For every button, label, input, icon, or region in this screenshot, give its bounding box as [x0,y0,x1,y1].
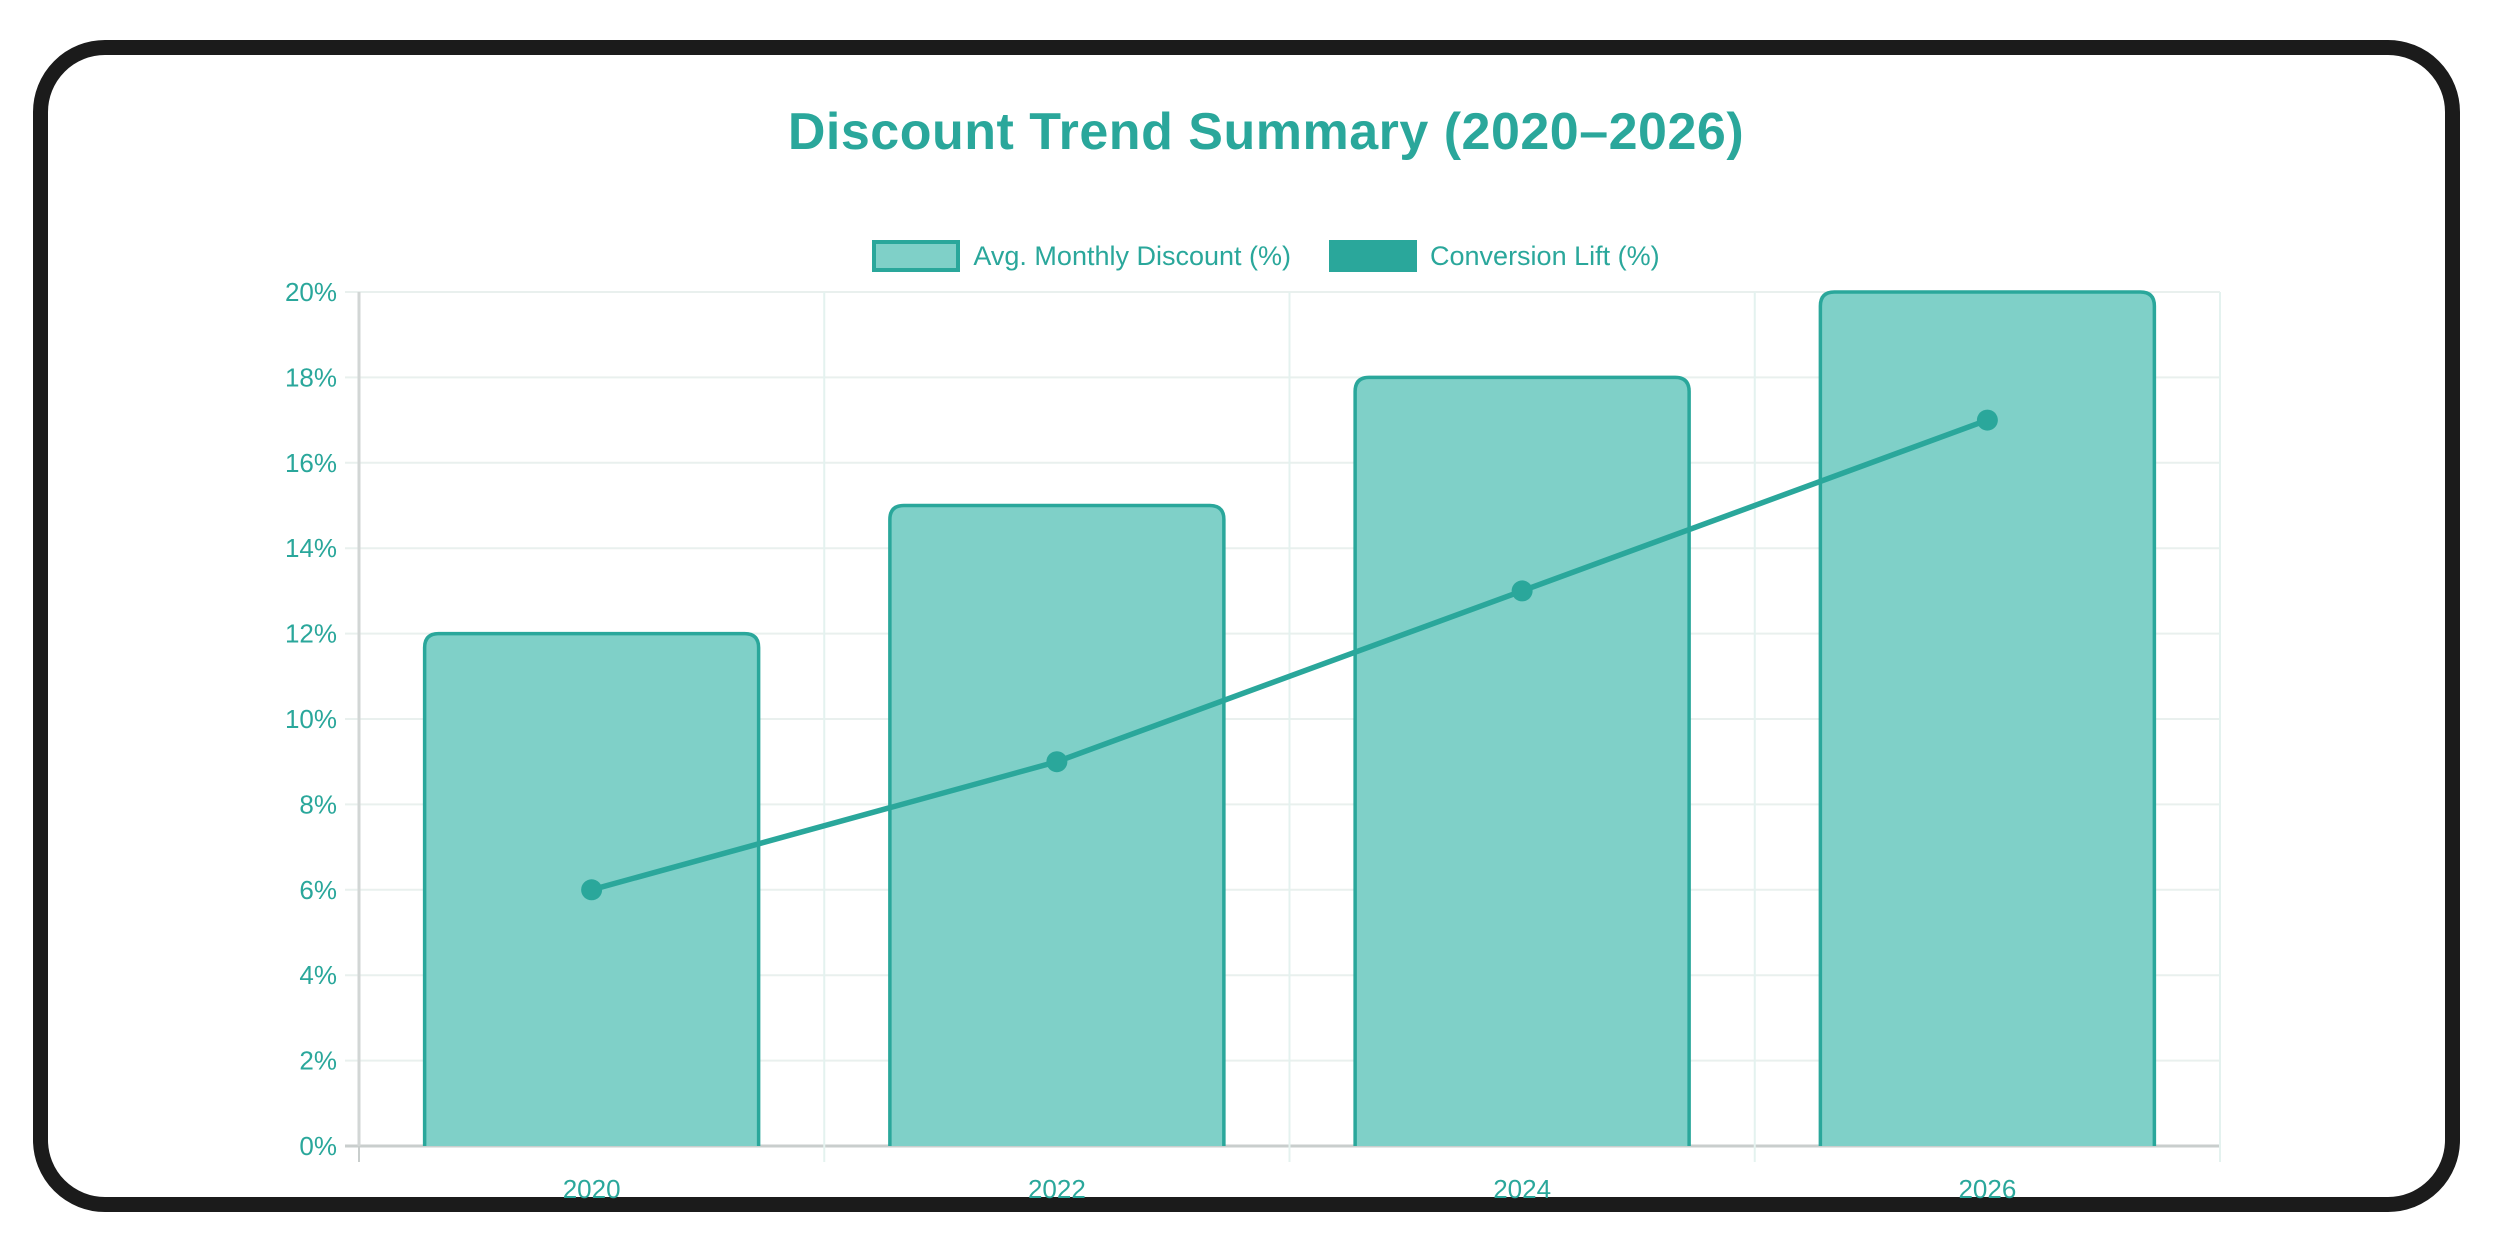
legend-label: Avg. Monthly Discount (%) [973,240,1292,271]
legend-swatch-bar [872,240,961,272]
legend-item-bar[interactable]: Avg. Monthly Discount (%) [872,240,1291,272]
y-tick-label: 14% [285,533,337,563]
x-tick-label: 2020 [563,1174,621,1204]
line-series [588,417,1991,893]
data-point-2020[interactable] [581,879,603,901]
y-tick-label: 2% [299,1046,337,1076]
x-tick-label: 2026 [1958,1174,2016,1204]
legend-swatch-line [1329,240,1418,272]
y-tick-label: 18% [285,362,337,392]
data-point-2024[interactable] [1511,580,1533,602]
data-point-2026[interactable] [1976,409,1998,431]
chart-title: Discount Trend Summary (2020–2026) [787,103,1745,161]
chart-legend: Avg. Monthly Discount (%) Conversion Lift… [250,240,2282,272]
y-tick-label: 10% [285,704,337,734]
bar-2022[interactable] [888,503,1226,1147]
y-tick-label: 8% [299,789,337,819]
y-tick-label: 12% [285,619,337,649]
legend-label: Conversion Lift (%) [1430,240,1660,271]
bar-2024[interactable] [1353,375,1691,1146]
x-tick-label: 2024 [1493,1174,1551,1204]
y-tick-label: 0% [299,1131,337,1161]
legend-item-line[interactable]: Conversion Lift (%) [1329,240,1660,272]
x-tick-label: 2022 [1028,1174,1086,1204]
y-tick-label: 6% [299,875,337,905]
y-tick-label: 16% [285,448,337,478]
bar-2026[interactable] [1818,290,2157,1146]
y-tick-label: 20% [285,277,337,307]
y-tick-label: 4% [299,960,337,990]
data-point-2022[interactable] [1046,751,1068,773]
